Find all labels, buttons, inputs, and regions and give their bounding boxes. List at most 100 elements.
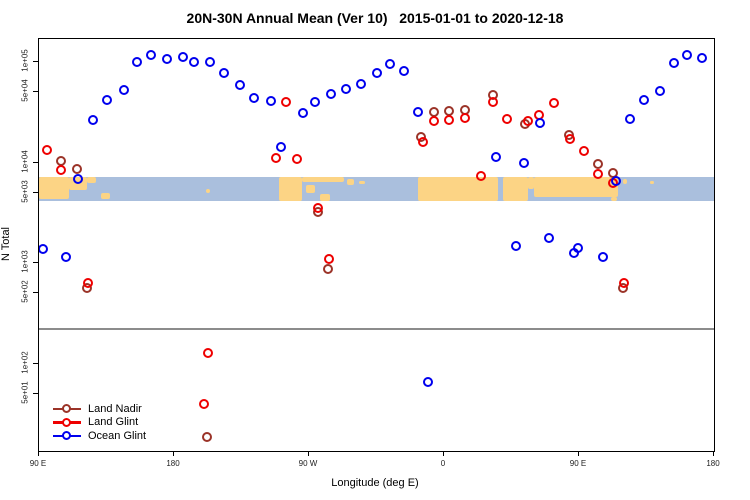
land-patch	[205, 188, 210, 194]
data-point-ocean-glint	[101, 95, 112, 105]
y-axis-title: N Total	[0, 226, 12, 262]
y-tick-mark	[33, 262, 38, 264]
x-tick-label: 90 W	[298, 459, 318, 468]
data-point-ocean-glint	[655, 85, 665, 96]
legend-label: Land Glint	[88, 416, 139, 429]
x-tick-label: 90 E	[29, 459, 47, 468]
x-tick-mark	[38, 451, 39, 456]
data-point-land-nadir	[593, 159, 604, 170]
land-patch	[279, 176, 302, 201]
land-patch	[306, 185, 315, 193]
land-patch	[319, 193, 330, 201]
land-patch	[100, 192, 110, 199]
y-tick-mark	[33, 191, 38, 193]
map-band-ocean	[39, 176, 714, 201]
data-point-land-glint	[292, 153, 302, 164]
y-tick-mark	[33, 362, 38, 364]
data-point-ocean-glint	[341, 83, 352, 94]
land-patch	[39, 176, 69, 200]
data-point-ocean-glint	[61, 252, 71, 263]
data-point-ocean-glint	[235, 79, 245, 90]
data-point-land-glint	[548, 98, 559, 109]
data-point-land-glint	[443, 115, 454, 126]
data-point-land-glint	[281, 96, 292, 107]
data-point-ocean-glint	[422, 376, 433, 387]
legend-marker	[53, 431, 81, 441]
data-point-land-glint	[203, 348, 214, 358]
data-point-ocean-glint	[638, 95, 649, 105]
y-tick-mark	[33, 292, 38, 294]
land-patch	[534, 176, 618, 198]
legend-circle-icon	[62, 431, 71, 441]
data-point-ocean-glint	[119, 84, 130, 95]
legend-item: Ocean Glint	[53, 429, 146, 443]
data-point-ocean-glint	[491, 151, 502, 162]
data-point-land-glint	[578, 146, 589, 157]
data-point-ocean-glint	[39, 244, 49, 255]
data-point-ocean-glint	[682, 50, 692, 61]
land-patch	[418, 176, 498, 201]
legend: Land Nadir Land Glint Ocean Glint	[53, 402, 146, 443]
data-point-ocean-glint	[668, 58, 679, 69]
data-point-ocean-glint	[535, 117, 545, 128]
data-point-ocean-glint	[131, 57, 142, 67]
x-tick-label: 0	[440, 459, 446, 468]
legend-item: Land Nadir	[53, 402, 146, 416]
data-point-ocean-glint	[385, 59, 395, 69]
land-patch	[346, 179, 354, 186]
x-tick-mark	[173, 451, 174, 456]
data-point-land-glint	[565, 133, 575, 144]
y-tick-label: 1e+05	[20, 49, 30, 72]
data-point-ocean-glint	[298, 107, 308, 118]
data-point-ocean-glint	[88, 115, 98, 126]
data-point-land-glint	[199, 398, 209, 409]
legend-marker	[53, 404, 81, 414]
y-tick-label: 5e+02	[20, 280, 30, 304]
data-point-land-glint	[83, 278, 94, 289]
legend-circle-icon	[62, 417, 71, 427]
data-point-ocean-glint	[310, 96, 320, 107]
y-tick-label: 5e+01	[20, 381, 30, 404]
data-point-ocean-glint	[161, 54, 172, 65]
data-point-ocean-glint	[188, 57, 199, 67]
data-point-ocean-glint	[518, 158, 529, 169]
y-tick-label: 5e+04	[20, 79, 30, 103]
data-point-ocean-glint	[413, 106, 424, 117]
y-tick-label: 1e+02	[20, 351, 30, 374]
data-point-land-nadir	[202, 432, 212, 443]
data-point-land-glint	[488, 97, 499, 108]
x-tick-mark	[308, 451, 309, 456]
y-tick-mark	[33, 61, 38, 62]
data-point-land-glint	[313, 202, 323, 213]
data-point-ocean-glint	[625, 114, 635, 125]
data-point-ocean-glint	[178, 52, 188, 63]
data-point-land-glint	[593, 169, 604, 180]
legend-label: Ocean Glint	[88, 429, 147, 442]
x-axis-title: Longitude (deg E)	[331, 477, 419, 489]
data-point-ocean-glint	[511, 241, 521, 252]
data-point-ocean-glint	[356, 78, 367, 89]
data-point-ocean-glint	[371, 68, 382, 79]
data-point-land-glint	[523, 116, 533, 127]
x-tick-label: 180	[166, 459, 180, 468]
chart-title: 20N-30N Annual Mean (Ver 10) 2015-01-01 …	[186, 10, 564, 26]
data-point-land-glint	[460, 113, 470, 124]
land-patch	[87, 176, 96, 183]
x-tick-mark	[713, 451, 714, 456]
y-tick-mark	[33, 161, 38, 163]
data-point-land-glint	[476, 170, 487, 181]
data-point-ocean-glint	[611, 176, 622, 187]
legend-item: Land Glint	[53, 416, 146, 430]
y-tick-label: 1e+04	[20, 149, 30, 173]
data-point-land-glint	[619, 278, 629, 289]
data-point-ocean-glint	[218, 68, 229, 79]
data-point-ocean-glint	[544, 233, 554, 243]
land-patch	[502, 176, 528, 201]
data-point-land-glint	[41, 145, 52, 156]
x-tick-label: 180	[706, 459, 720, 468]
data-point-land-nadir	[71, 164, 82, 175]
data-point-ocean-glint	[697, 52, 707, 63]
land-patch	[610, 197, 617, 201]
data-point-ocean-glint	[326, 88, 337, 99]
